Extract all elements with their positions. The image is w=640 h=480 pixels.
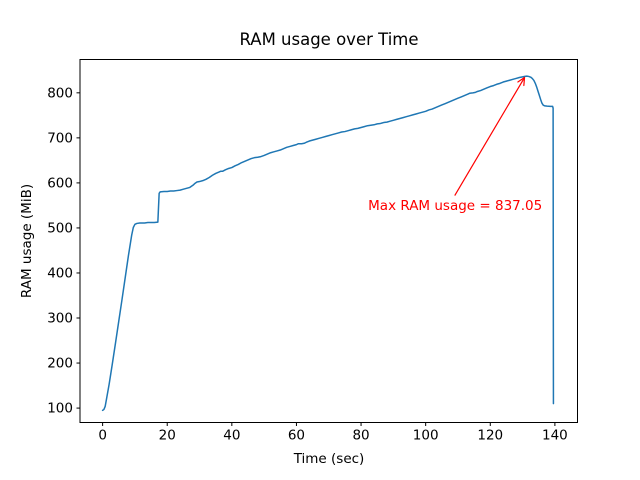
y-tick-label: 500 [47,220,73,236]
y-tick-label: 700 [47,130,73,146]
x-tick-label: 40 [223,428,240,444]
chart-title: RAM usage over Time [239,30,419,49]
annotation-arrow-shaft [454,77,526,196]
annotation-arrow-head-1 [523,76,526,87]
x-tick-label: 0 [98,428,107,444]
x-tick-label: 60 [288,428,305,444]
axes-spines [79,59,578,423]
y-tick-label: 800 [47,85,73,101]
x-tick-label: 140 [542,428,568,444]
x-tick-label: 120 [477,428,503,444]
ram-usage-line [101,75,555,412]
y-tick-label: 400 [47,265,73,281]
annotation-arrow-head-2 [517,76,526,83]
y-tick-label: 200 [47,356,73,372]
max-ram-annotation-text: Max RAM usage = 837.05 [368,198,542,214]
y-tick-label: 100 [47,401,73,417]
x-axis-label: Time (sec) [293,451,365,467]
y-tick-label: 300 [47,311,73,327]
x-tick-label: 100 [413,428,439,444]
x-tick-label: 20 [159,428,176,444]
y-tick-label: 600 [47,175,73,191]
x-tick-label: 80 [352,428,369,444]
